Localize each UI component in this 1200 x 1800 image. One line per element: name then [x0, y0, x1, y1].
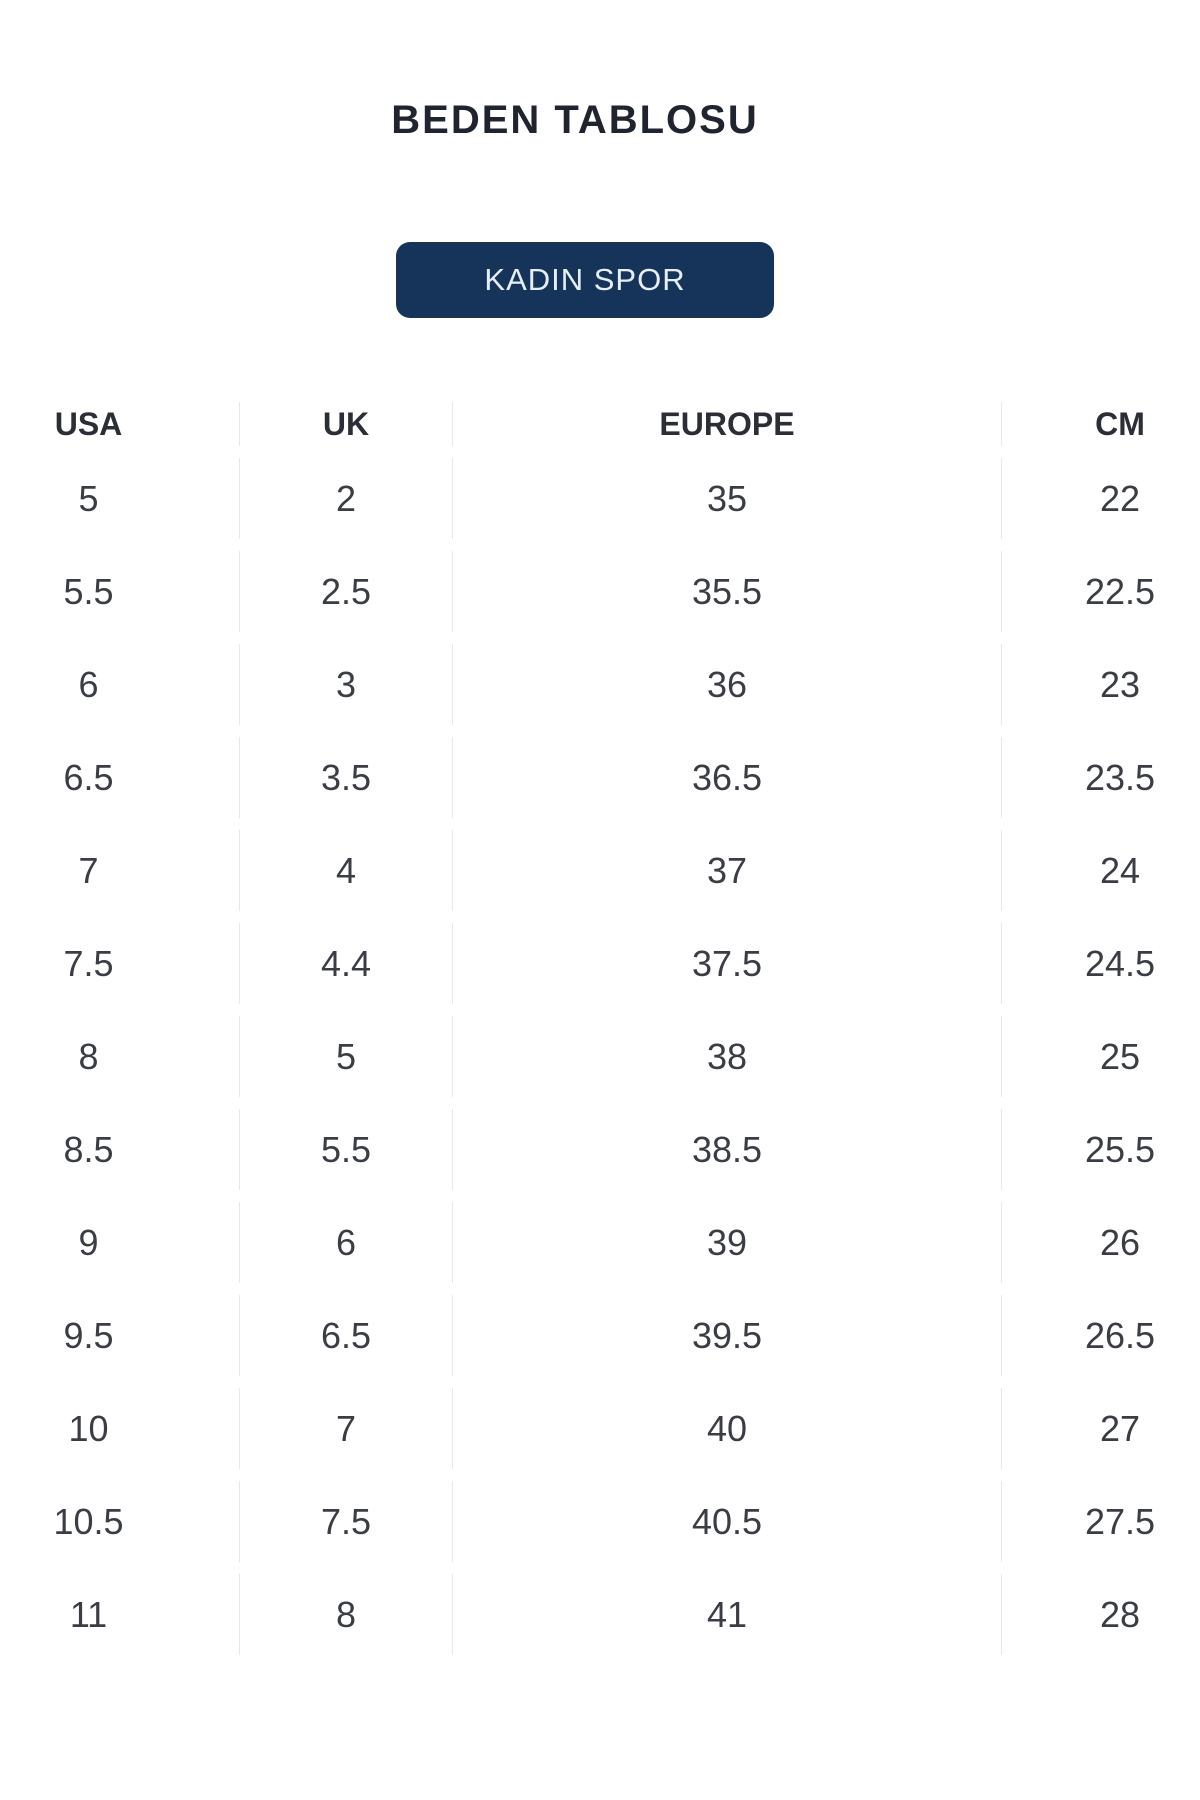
size-cell-europe: 39.5 — [453, 1295, 1002, 1376]
size-cell-uk: 2 — [240, 458, 453, 539]
size-cell-uk: 6.5 — [240, 1295, 453, 1376]
size-cell-uk: 8 — [240, 1574, 453, 1655]
table-row: 6.5 3.5 36.5 23.5 — [0, 737, 1200, 818]
size-cell-uk: 3 — [240, 644, 453, 725]
size-cell-cm: 24 — [1002, 830, 1200, 911]
size-cell-usa: 11 — [0, 1574, 240, 1655]
size-cell-usa: 5 — [0, 458, 240, 539]
category-button-kadin-spor[interactable]: KADIN SPOR — [396, 242, 774, 318]
size-cell-usa: 7.5 — [0, 923, 240, 1004]
size-table: USA UK EUROPE CM 5 2 35 22 5.5 2.5 35.5 … — [0, 390, 1200, 1667]
size-cell-usa: 8 — [0, 1016, 240, 1097]
size-cell-cm: 22.5 — [1002, 551, 1200, 632]
column-header-usa: USA — [0, 402, 240, 446]
table-row: 10.5 7.5 40.5 27.5 — [0, 1481, 1200, 1562]
page-title: BEDEN TABLOSU — [391, 98, 759, 142]
size-cell-uk: 7.5 — [240, 1481, 453, 1562]
size-cell-usa: 9.5 — [0, 1295, 240, 1376]
size-cell-cm: 23.5 — [1002, 737, 1200, 818]
size-cell-europe: 36 — [453, 644, 1002, 725]
size-cell-usa: 10.5 — [0, 1481, 240, 1562]
size-cell-uk: 4.4 — [240, 923, 453, 1004]
table-row: 11 8 41 28 — [0, 1574, 1200, 1655]
column-header-uk: UK — [240, 402, 453, 446]
size-cell-europe: 36.5 — [453, 737, 1002, 818]
size-cell-uk: 5.5 — [240, 1109, 453, 1190]
column-header-cm: CM — [1002, 402, 1200, 446]
table-row: 8 5 38 25 — [0, 1016, 1200, 1097]
size-cell-uk: 2.5 — [240, 551, 453, 632]
size-cell-europe: 41 — [453, 1574, 1002, 1655]
size-cell-europe: 35.5 — [453, 551, 1002, 632]
size-cell-europe: 37 — [453, 830, 1002, 911]
size-cell-cm: 26 — [1002, 1202, 1200, 1283]
size-cell-usa: 6.5 — [0, 737, 240, 818]
size-cell-uk: 5 — [240, 1016, 453, 1097]
table-row: 5 2 35 22 — [0, 458, 1200, 539]
size-cell-europe: 40.5 — [453, 1481, 1002, 1562]
size-cell-usa: 5.5 — [0, 551, 240, 632]
size-cell-europe: 37.5 — [453, 923, 1002, 1004]
size-cell-cm: 23 — [1002, 644, 1200, 725]
size-cell-europe: 39 — [453, 1202, 1002, 1283]
size-cell-europe: 35 — [453, 458, 1002, 539]
size-cell-uk: 6 — [240, 1202, 453, 1283]
table-row: 7 4 37 24 — [0, 830, 1200, 911]
size-cell-uk: 7 — [240, 1388, 453, 1469]
size-cell-europe: 38 — [453, 1016, 1002, 1097]
size-cell-cm: 25.5 — [1002, 1109, 1200, 1190]
size-cell-cm: 27 — [1002, 1388, 1200, 1469]
table-row: 8.5 5.5 38.5 25.5 — [0, 1109, 1200, 1190]
size-cell-uk: 3.5 — [240, 737, 453, 818]
table-row: 5.5 2.5 35.5 22.5 — [0, 551, 1200, 632]
column-header-europe: EUROPE — [453, 402, 1002, 446]
size-table-body: 5 2 35 22 5.5 2.5 35.5 22.5 6 3 36 23 6.… — [0, 458, 1200, 1655]
size-cell-europe: 38.5 — [453, 1109, 1002, 1190]
size-cell-cm: 26.5 — [1002, 1295, 1200, 1376]
table-row: 9 6 39 26 — [0, 1202, 1200, 1283]
size-cell-europe: 40 — [453, 1388, 1002, 1469]
table-row: 7.5 4.4 37.5 24.5 — [0, 923, 1200, 1004]
table-header-row: USA UK EUROPE CM — [0, 402, 1200, 446]
size-cell-cm: 28 — [1002, 1574, 1200, 1655]
size-cell-cm: 24.5 — [1002, 923, 1200, 1004]
table-row: 9.5 6.5 39.5 26.5 — [0, 1295, 1200, 1376]
size-cell-cm: 25 — [1002, 1016, 1200, 1097]
size-cell-usa: 6 — [0, 644, 240, 725]
size-cell-usa: 9 — [0, 1202, 240, 1283]
size-cell-uk: 4 — [240, 830, 453, 911]
table-row: 6 3 36 23 — [0, 644, 1200, 725]
size-cell-usa: 8.5 — [0, 1109, 240, 1190]
size-cell-usa: 7 — [0, 830, 240, 911]
size-cell-usa: 10 — [0, 1388, 240, 1469]
table-row: 10 7 40 27 — [0, 1388, 1200, 1469]
size-cell-cm: 27.5 — [1002, 1481, 1200, 1562]
size-cell-cm: 22 — [1002, 458, 1200, 539]
